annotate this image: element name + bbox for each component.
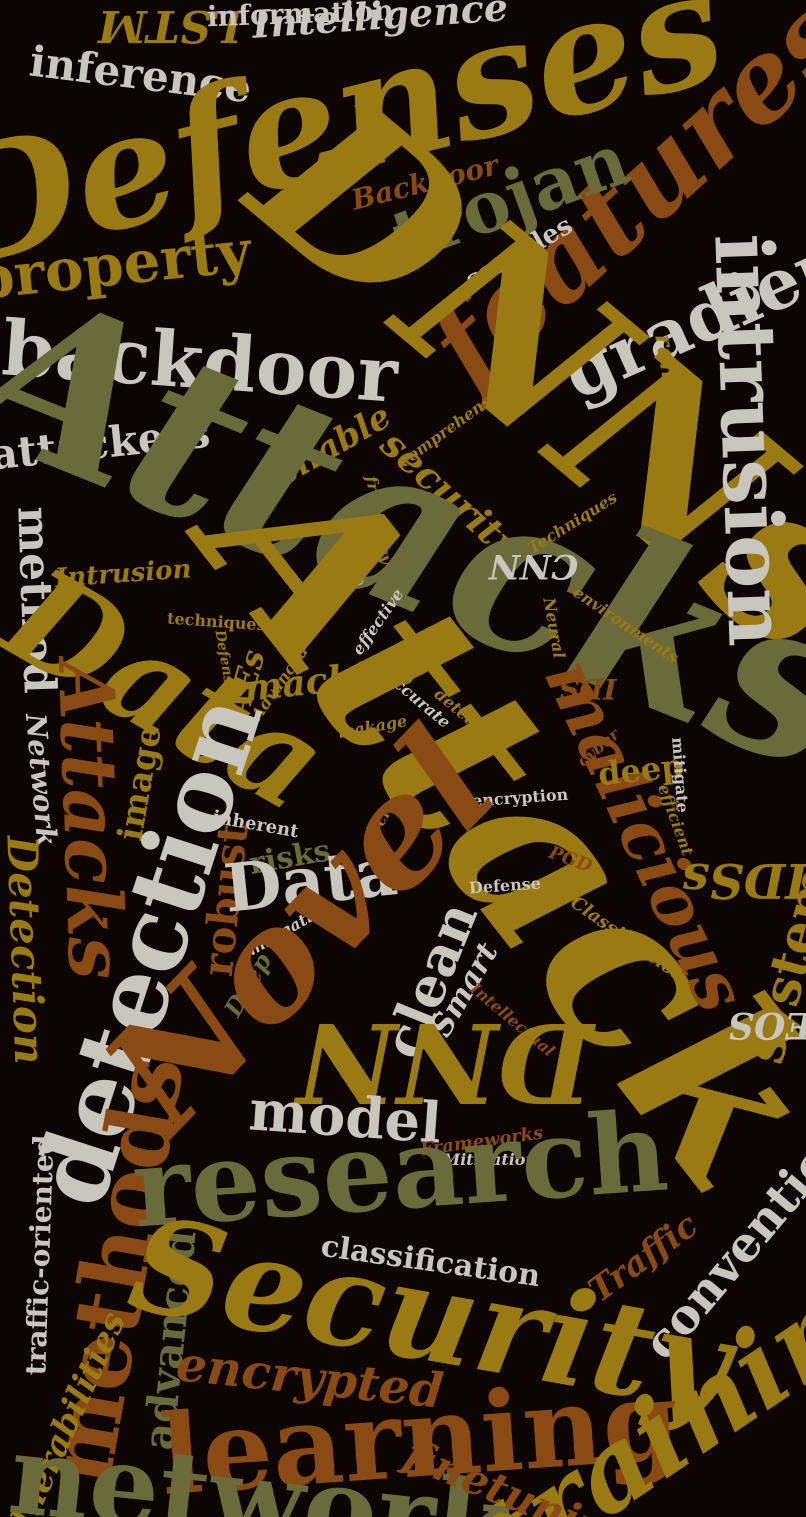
word-traffic-oriented: traffic-oriented (18, 1134, 61, 1376)
word-mitigation: Mitigation (442, 1150, 538, 1169)
word-eos: EOS (727, 1004, 806, 1046)
word-detection: Detection (0, 834, 54, 1066)
